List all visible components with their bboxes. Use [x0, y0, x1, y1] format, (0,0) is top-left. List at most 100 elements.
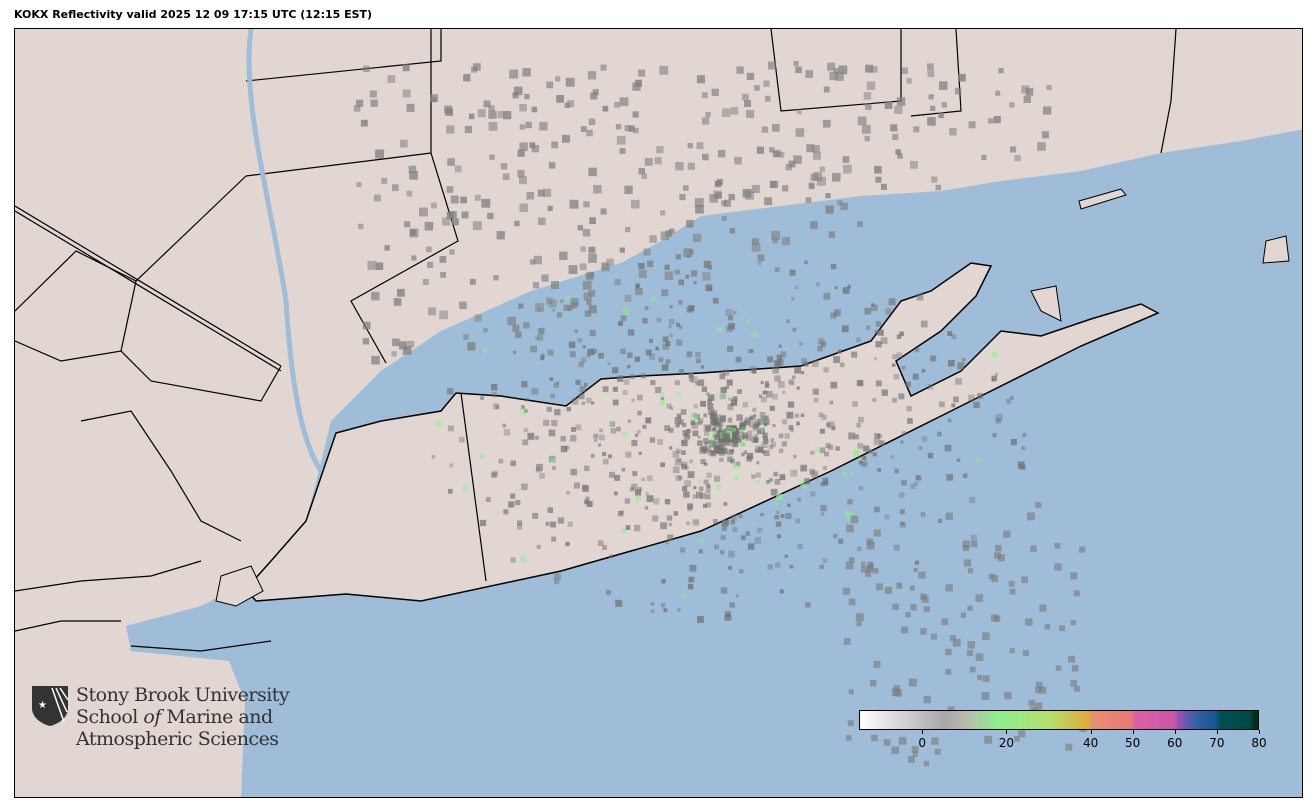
radar-map[interactable]	[14, 28, 1303, 798]
radar-echo-pixel	[761, 126, 769, 133]
radar-echo-pixel	[662, 343, 669, 350]
radar-echo-pixel	[660, 603, 666, 608]
radar-echo-pixel	[784, 554, 788, 558]
radar-echo-pixel	[463, 74, 471, 82]
radar-echo-pixel	[682, 422, 687, 428]
radar-echo-pixel	[662, 336, 669, 343]
radar-echo-pixel	[768, 61, 777, 70]
radar-echo-pixel	[697, 420, 703, 426]
radar-echo-pixel	[356, 99, 364, 107]
radar-echo-pixel	[778, 344, 782, 348]
radar-echo-pixel	[692, 519, 700, 526]
radar-echo-pixel	[789, 564, 794, 569]
radar-echo-pixel	[778, 151, 785, 158]
radar-echo-pixel	[687, 162, 695, 170]
radar-echo-pixel	[819, 564, 824, 569]
radar-echo-pixel	[480, 396, 484, 400]
radar-echo-pixel	[848, 689, 854, 695]
radar-echo-pixel	[873, 529, 881, 537]
radar-echo-pixel	[663, 608, 668, 613]
radar-echo-pixel	[738, 569, 744, 574]
radar-echo-pixel	[680, 409, 687, 415]
radar-echo-pixel	[589, 329, 596, 337]
radar-echo-pixel	[525, 121, 532, 129]
radar-echo-pixel	[873, 438, 881, 446]
radar-echo-pixel	[602, 545, 607, 550]
colorbar-tick-label: 40	[1082, 736, 1099, 750]
radar-echo-pixel	[735, 435, 741, 440]
radar-echo-pixel	[553, 578, 560, 585]
radar-echo-pixel	[845, 561, 854, 570]
radar-echo-pixel	[722, 108, 731, 117]
radar-echo-pixel	[731, 398, 737, 404]
radar-echo-pixel	[955, 377, 962, 385]
radar-echo-pixel	[690, 413, 698, 421]
radar-echo-pixel	[531, 144, 540, 153]
radar-echo-pixel	[803, 485, 808, 490]
radar-echo-pixel	[575, 424, 582, 431]
radar-echo-pixel	[920, 320, 928, 328]
radar-echo-pixel	[775, 562, 781, 568]
radar-echo-pixel	[813, 151, 821, 160]
radar-echo-pixel	[508, 501, 515, 508]
radar-echo-pixel	[629, 374, 635, 380]
radar-echo-pixel	[898, 393, 905, 400]
radar-echo-pixel	[703, 437, 709, 444]
radar-echo-pixel	[592, 89, 599, 96]
radar-echo-pixel	[762, 390, 767, 395]
radar-echo-pixel	[711, 415, 718, 422]
radar-echo-pixel	[565, 77, 575, 87]
radar-echo-pixel	[611, 367, 619, 374]
radar-echo-pixel	[819, 166, 826, 172]
radar-echo-pixel	[635, 287, 643, 296]
radar-echo-pixel	[555, 76, 561, 82]
radar-echo-pixel	[843, 472, 848, 476]
radar-echo-pixel	[726, 435, 731, 440]
radar-echo-pixel	[497, 110, 505, 119]
radar-echo-pixel	[804, 260, 808, 265]
radar-echo-pixel	[991, 375, 998, 382]
radar-echo-pixel	[710, 418, 717, 426]
radar-echo-pixel	[375, 149, 385, 159]
radar-echo-pixel	[870, 65, 878, 73]
radar-echo-pixel	[776, 354, 783, 361]
radar-echo-pixel	[796, 109, 802, 115]
radar-echo-pixel	[939, 401, 945, 408]
radar-echo-pixel	[871, 734, 878, 742]
radar-echo-pixel	[534, 435, 539, 440]
radar-echo-pixel	[619, 148, 626, 154]
radar-echo-pixel	[522, 439, 529, 446]
radar-echo-pixel	[598, 434, 605, 441]
radar-echo-pixel	[526, 191, 535, 200]
radar-echo-pixel	[789, 380, 795, 386]
radar-echo-pixel	[719, 393, 726, 400]
radar-echo-pixel	[440, 271, 447, 278]
radar-echo-pixel	[570, 468, 577, 476]
radar-echo-pixel	[866, 325, 871, 330]
radar-echo-pixel	[823, 86, 830, 93]
radar-echo-pixel	[872, 398, 877, 402]
radar-echo-pixel	[696, 142, 704, 150]
radar-echo-pixel	[363, 65, 370, 73]
radar-echo-pixel	[688, 372, 694, 378]
radar-echo-pixel	[923, 760, 930, 767]
radar-echo-pixel	[714, 436, 718, 441]
radar-echo-pixel	[825, 443, 831, 449]
radar-echo-pixel	[656, 145, 664, 154]
radar-echo-pixel	[503, 509, 509, 515]
radar-echo-pixel	[696, 75, 706, 84]
radar-echo-pixel	[821, 414, 827, 421]
radar-echo-pixel	[846, 512, 854, 520]
radar-echo-pixel	[707, 394, 715, 401]
radar-echo-pixel	[891, 688, 900, 696]
radar-echo-pixel	[715, 483, 722, 490]
radar-echo-pixel	[810, 221, 818, 229]
radar-echo-pixel	[769, 147, 775, 153]
radar-echo-pixel	[874, 357, 878, 361]
radar-echo-pixel	[502, 173, 510, 181]
logo-line-3: Atmospheric Sciences	[76, 728, 279, 750]
radar-echo-pixel	[951, 403, 956, 408]
radar-echo-pixel	[728, 550, 735, 558]
radar-echo-pixel	[732, 462, 740, 470]
radar-echo-pixel	[557, 517, 565, 524]
